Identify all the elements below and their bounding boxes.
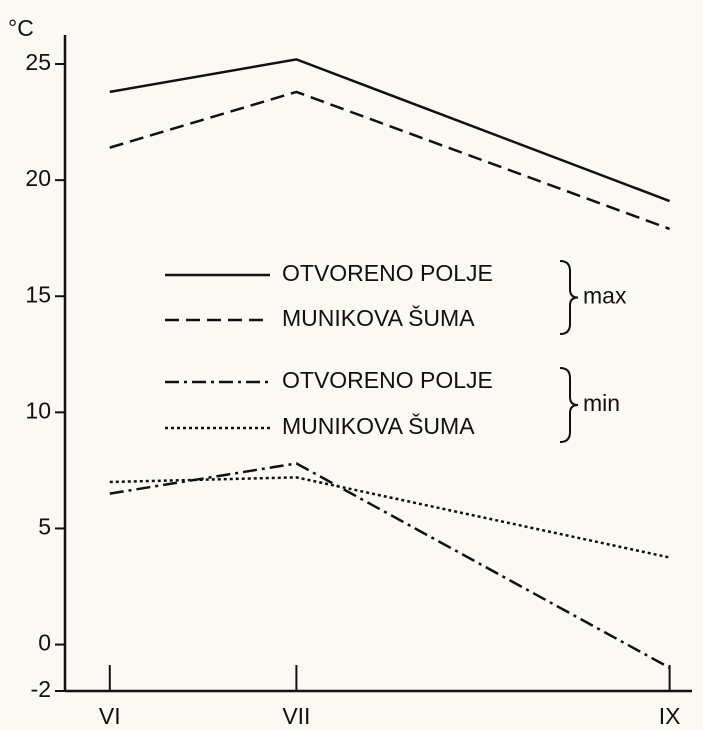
series-line (109, 58, 671, 203)
legend-group-label: min (583, 390, 620, 416)
y-unit-label: °C (8, 15, 34, 41)
legend-brace (559, 260, 579, 335)
legend-group-label: max (583, 283, 627, 309)
y-tick-label: 5 (38, 514, 51, 540)
y-tick-label: 15 (25, 281, 51, 307)
y-tick-label: -2 (31, 676, 51, 702)
y-tick-label: 0 (38, 630, 51, 656)
x-tick-label: VI (99, 703, 121, 729)
legend-label: OTVORENO POLJE (282, 260, 493, 286)
legend-label: OTVORENO POLJE (282, 367, 493, 393)
y-tick-label: 20 (25, 165, 51, 191)
legend-brace (559, 367, 579, 443)
x-tick-label: VII (282, 703, 310, 729)
x-tick-label: IX (659, 703, 681, 729)
y-tick-label: 25 (25, 49, 51, 75)
legend-label: MUNIKOVA ŠUMA (282, 412, 475, 439)
series-line (109, 476, 670, 559)
legend-label: MUNIKOVA ŠUMA (282, 304, 475, 331)
series-line (109, 90, 671, 231)
y-tick-label: 10 (25, 397, 51, 423)
series-line (109, 462, 671, 669)
